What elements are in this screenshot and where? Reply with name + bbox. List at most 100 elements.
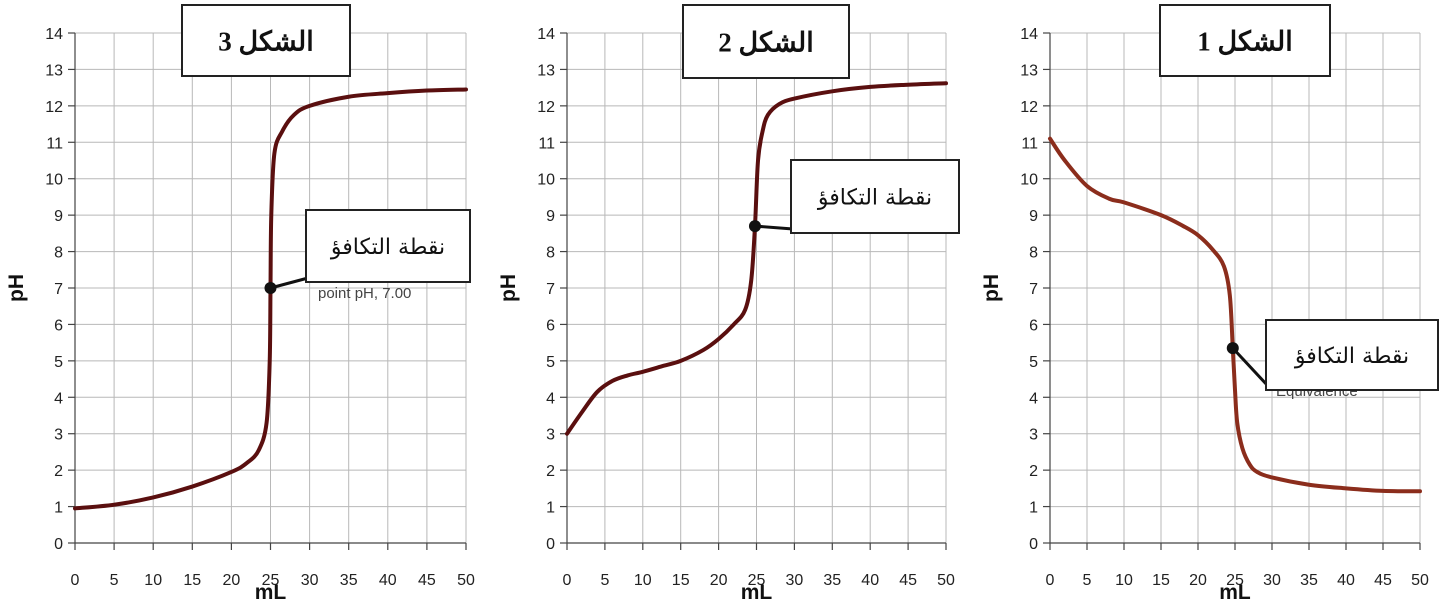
x-tick-label: 0 xyxy=(71,572,80,589)
x-axis-label: mL xyxy=(255,581,287,604)
y-tick-label: 8 xyxy=(1029,245,1038,262)
y-tick-label: 14 xyxy=(537,26,555,43)
y-tick-label: 3 xyxy=(54,427,63,444)
y-tick-label: 4 xyxy=(54,390,63,407)
x-tick-label: 45 xyxy=(899,572,917,589)
x-tick-label: 15 xyxy=(1152,572,1170,589)
x-tick-label: 0 xyxy=(563,572,572,589)
x-tick-label: 40 xyxy=(861,572,879,589)
y-tick-label: 10 xyxy=(1020,172,1038,189)
x-tick-label: 25 xyxy=(1226,572,1244,589)
y-tick-label: 14 xyxy=(1020,26,1038,43)
equivalence-leader-line xyxy=(270,276,309,290)
y-tick-label: 9 xyxy=(1029,208,1038,225)
x-axis-label: mL xyxy=(741,581,773,604)
y-tick-label: 0 xyxy=(54,536,63,553)
figure-title-box xyxy=(1159,4,1331,77)
x-tick-label: 5 xyxy=(1083,572,1092,589)
x-tick-label: 5 xyxy=(600,572,609,589)
y-tick-label: 1 xyxy=(54,500,63,517)
x-tick-label: 35 xyxy=(340,572,358,589)
y-tick-label: 9 xyxy=(546,208,555,225)
x-tick-label: 30 xyxy=(301,572,319,589)
titration-curve-line xyxy=(1048,136,1422,494)
y-axis-label: pH xyxy=(497,274,520,302)
y-tick-label: 3 xyxy=(1029,427,1038,444)
figure-title: الشكل 1 xyxy=(1197,27,1292,57)
figure-title-box xyxy=(682,4,850,79)
y-tick-label: 13 xyxy=(45,62,63,79)
x-tick-label: 0 xyxy=(1046,572,1055,589)
equivalence-callout-box xyxy=(305,209,471,283)
y-tick-label: 10 xyxy=(45,172,63,189)
equivalence-leader-line xyxy=(1231,347,1270,388)
x-tick-label: 15 xyxy=(183,572,201,589)
x-tick-label: 20 xyxy=(710,572,728,589)
x-tick-label: 40 xyxy=(379,572,397,589)
x-tick-label: 50 xyxy=(937,572,955,589)
equivalence-callout-label: نقطة التكافؤ xyxy=(1294,344,1409,369)
y-tick-label: 12 xyxy=(45,99,63,116)
y-tick-label: 1 xyxy=(546,500,555,517)
y-tick-label: 6 xyxy=(546,317,555,334)
equivalence-callout-box xyxy=(790,159,960,234)
y-axis-label: pH xyxy=(980,274,1003,302)
x-tick-label: 5 xyxy=(110,572,119,589)
y-tick-label: 5 xyxy=(1029,354,1038,371)
x-tick-label: 10 xyxy=(1115,572,1133,589)
equivalence-point-marker xyxy=(264,282,277,294)
titration-curve-line xyxy=(565,81,948,436)
figure-title-box xyxy=(181,4,351,77)
y-tick-label: 7 xyxy=(54,281,63,298)
y-tick-label: 8 xyxy=(546,245,555,262)
y-tick-label: 2 xyxy=(54,463,63,480)
x-tick-label: 30 xyxy=(1263,572,1281,589)
x-tick-label: 50 xyxy=(457,572,475,589)
x-tick-label: 30 xyxy=(786,572,804,589)
y-tick-label: 1 xyxy=(1029,500,1038,517)
equivalence-point-marker xyxy=(1226,342,1239,355)
y-axis-label: pH xyxy=(5,274,28,302)
x-tick-label: 10 xyxy=(634,572,652,589)
y-tick-label: 6 xyxy=(1029,317,1038,334)
y-tick-label: 5 xyxy=(54,354,63,371)
y-tick-label: 8 xyxy=(54,245,63,262)
y-tick-label: 11 xyxy=(46,135,63,152)
y-tick-label: 7 xyxy=(546,281,555,298)
y-tick-label: 12 xyxy=(1020,99,1038,116)
y-tick-label: 12 xyxy=(537,99,555,116)
y-tick-label: 5 xyxy=(546,354,555,371)
y-tick-label: 10 xyxy=(537,172,555,189)
x-tick-label: 45 xyxy=(1374,572,1392,589)
y-tick-label: 13 xyxy=(537,62,555,79)
equivalence-callout-box xyxy=(1265,319,1439,391)
equivalence-point-marker xyxy=(748,220,761,233)
x-tick-label: 10 xyxy=(144,572,162,589)
x-tick-label: 35 xyxy=(1300,572,1318,589)
y-tick-label: 11 xyxy=(538,135,555,152)
x-tick-label: 25 xyxy=(262,572,280,589)
x-tick-label: 40 xyxy=(1337,572,1355,589)
y-tick-label: 6 xyxy=(54,317,63,334)
figure-title: الشكل 2 xyxy=(718,28,813,58)
y-tick-label: 2 xyxy=(546,463,555,480)
x-tick-label: 20 xyxy=(223,572,241,589)
y-tick-label: 13 xyxy=(1020,62,1038,79)
equivalence-leader-line xyxy=(754,224,794,231)
x-tick-label: 50 xyxy=(1411,572,1429,589)
y-tick-label: 0 xyxy=(546,536,555,553)
equivalence-callout-label: نقطة التكافؤ xyxy=(817,186,932,211)
equivalence-callout-label: نقطة التكافؤ xyxy=(330,235,445,260)
y-tick-label: 2 xyxy=(1029,463,1038,480)
x-axis-label: mL xyxy=(1219,581,1251,604)
y-tick-label: 4 xyxy=(1029,390,1038,407)
x-tick-label: 25 xyxy=(748,572,766,589)
y-tick-label: 9 xyxy=(54,208,63,225)
y-tick-label: 11 xyxy=(1021,135,1038,152)
y-tick-label: 14 xyxy=(45,26,63,43)
x-tick-label: 20 xyxy=(1189,572,1207,589)
